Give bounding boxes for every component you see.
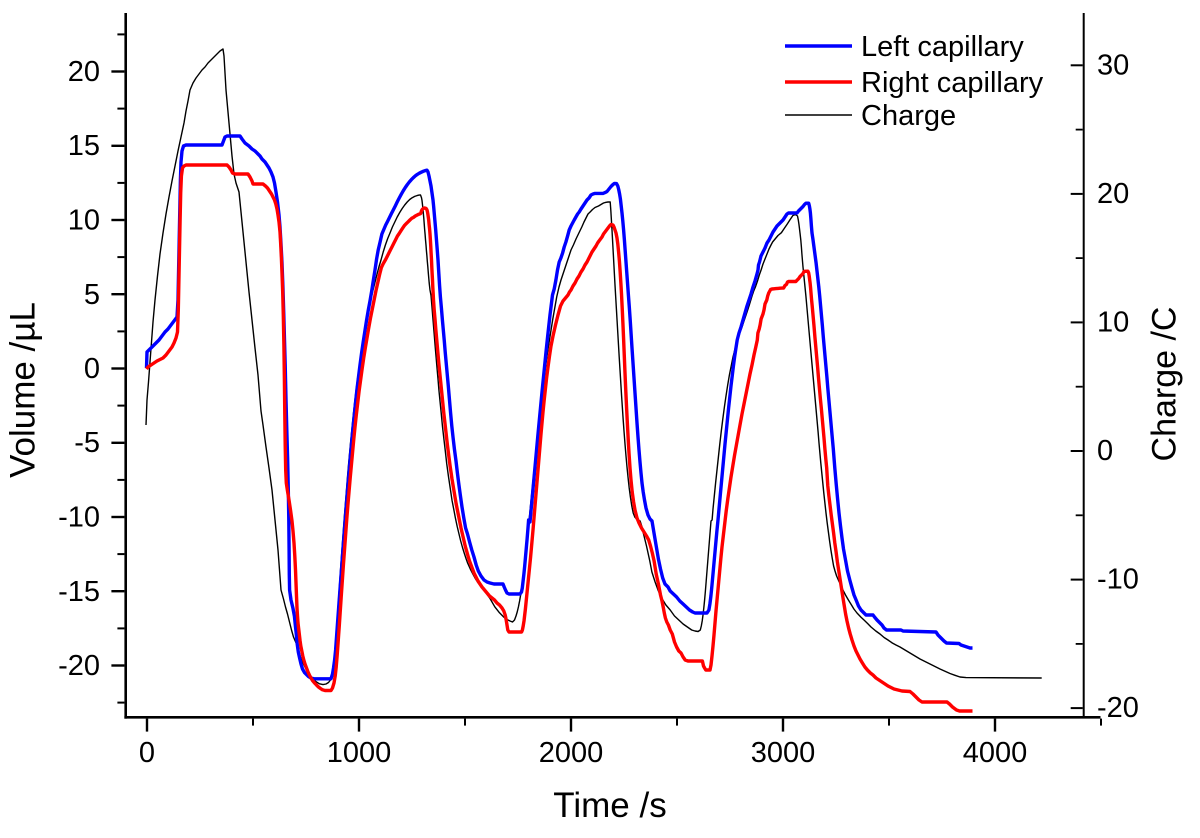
svg-text:0: 0 — [84, 353, 100, 385]
svg-text:-15: -15 — [58, 576, 100, 608]
svg-text:3000: 3000 — [751, 737, 816, 769]
svg-text:Charge /C: Charge /C — [1146, 307, 1184, 462]
svg-text:1000: 1000 — [327, 737, 392, 769]
svg-text:20: 20 — [1097, 178, 1129, 210]
svg-text:30: 30 — [1097, 49, 1129, 81]
svg-text:20: 20 — [68, 56, 100, 88]
svg-text:4000: 4000 — [963, 737, 1028, 769]
svg-text:2000: 2000 — [539, 737, 604, 769]
svg-text:0: 0 — [1097, 435, 1113, 467]
svg-text:-20: -20 — [58, 650, 100, 682]
svg-text:-10: -10 — [1097, 564, 1139, 596]
svg-text:Right capillary: Right capillary — [861, 67, 1044, 99]
svg-text:Time /s: Time /s — [553, 786, 666, 825]
svg-text:Volume /µL: Volume /µL — [4, 302, 43, 478]
svg-text:-10: -10 — [58, 502, 100, 534]
svg-text:10: 10 — [68, 205, 100, 237]
svg-text:15: 15 — [68, 130, 100, 162]
svg-text:Charge: Charge — [861, 100, 956, 132]
svg-text:10: 10 — [1097, 306, 1129, 338]
svg-text:Left capillary: Left capillary — [861, 31, 1024, 63]
svg-text:0: 0 — [139, 737, 155, 769]
svg-text:5: 5 — [84, 279, 100, 311]
svg-text:-20: -20 — [1097, 692, 1139, 724]
svg-text:-5: -5 — [74, 427, 100, 459]
